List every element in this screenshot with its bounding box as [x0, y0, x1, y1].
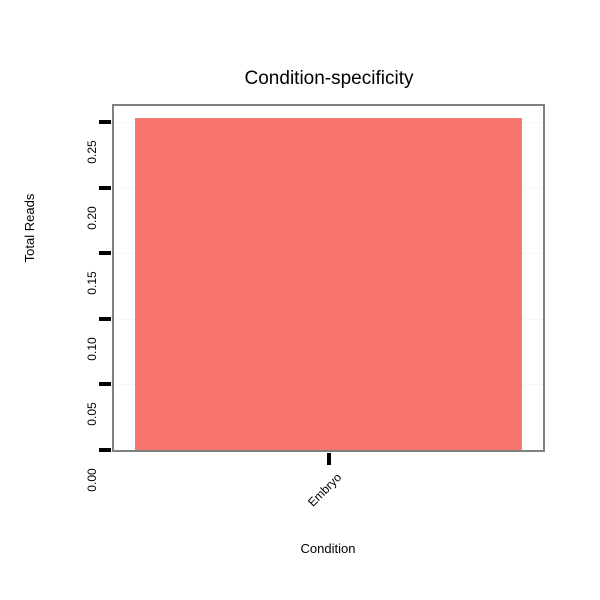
y-axis-title: Total Reads	[22, 193, 37, 263]
y-tick-label: 0.10	[85, 337, 99, 361]
plot-panel	[112, 104, 545, 452]
plot-area	[114, 106, 543, 450]
y-tick-label: 0.05	[85, 402, 99, 427]
x-tick-mark	[326, 453, 331, 465]
y-tick-mark	[99, 382, 111, 387]
y-tick-mark	[99, 185, 111, 190]
y-tick-label: 0.00	[85, 468, 99, 492]
bar-embryo	[135, 118, 522, 450]
y-tick-label: 0.20	[85, 206, 99, 230]
y-tick-mark	[99, 448, 111, 452]
y-tick-mark	[99, 251, 111, 256]
chart-title: Condition-specificity	[244, 68, 414, 89]
y-tick-label: 0.25	[85, 140, 99, 165]
x-axis-title: Condition	[300, 541, 356, 556]
y-tick-mark	[99, 120, 111, 125]
y-tick-mark	[99, 316, 111, 321]
y-tick-label: 0.15	[85, 271, 99, 296]
